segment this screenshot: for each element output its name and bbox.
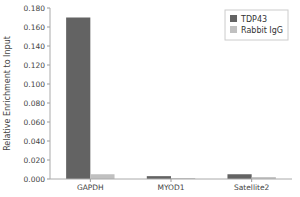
y-tick-label: 0.040 (24, 137, 46, 146)
y-tick-label: 0.180 (24, 4, 46, 13)
y-tick-label: 0.140 (24, 42, 46, 51)
y-tick-label: 0.160 (24, 23, 46, 32)
x-tick (90, 179, 91, 182)
legend-frame (225, 10, 288, 40)
x-tick-label: GAPDH (77, 183, 104, 192)
bar (227, 174, 251, 179)
y-tick-label: 0.060 (24, 118, 46, 127)
y-tick-label: 0.020 (24, 156, 46, 165)
x-tick-label: MYOD1 (157, 183, 184, 192)
legend-label: TDP43 (240, 15, 267, 24)
y-axis (50, 8, 51, 179)
bar (90, 174, 114, 179)
x-tick (251, 179, 252, 182)
y-tick-label: 0.100 (24, 80, 46, 89)
legend-swatch (230, 15, 237, 22)
y-axis-label: Relative Enrichment to Input (3, 36, 12, 151)
y-tick-label: 0.000 (24, 175, 46, 184)
legend-swatch (230, 26, 237, 33)
legend: TDP43 Rabbit IgG (225, 10, 288, 40)
x-tick-label: Satellite2 (234, 183, 270, 192)
legend-label: Rabbit IgG (241, 26, 283, 35)
y-tick-label: 0.120 (24, 61, 46, 70)
x-tick (171, 179, 172, 182)
y-tick-label: 0.080 (24, 99, 46, 108)
bars (66, 18, 276, 180)
chart: 0.000 0.020 0.040 0.060 0.080 0.100 0.120 0.140… (0, 0, 300, 197)
bar (66, 18, 90, 180)
